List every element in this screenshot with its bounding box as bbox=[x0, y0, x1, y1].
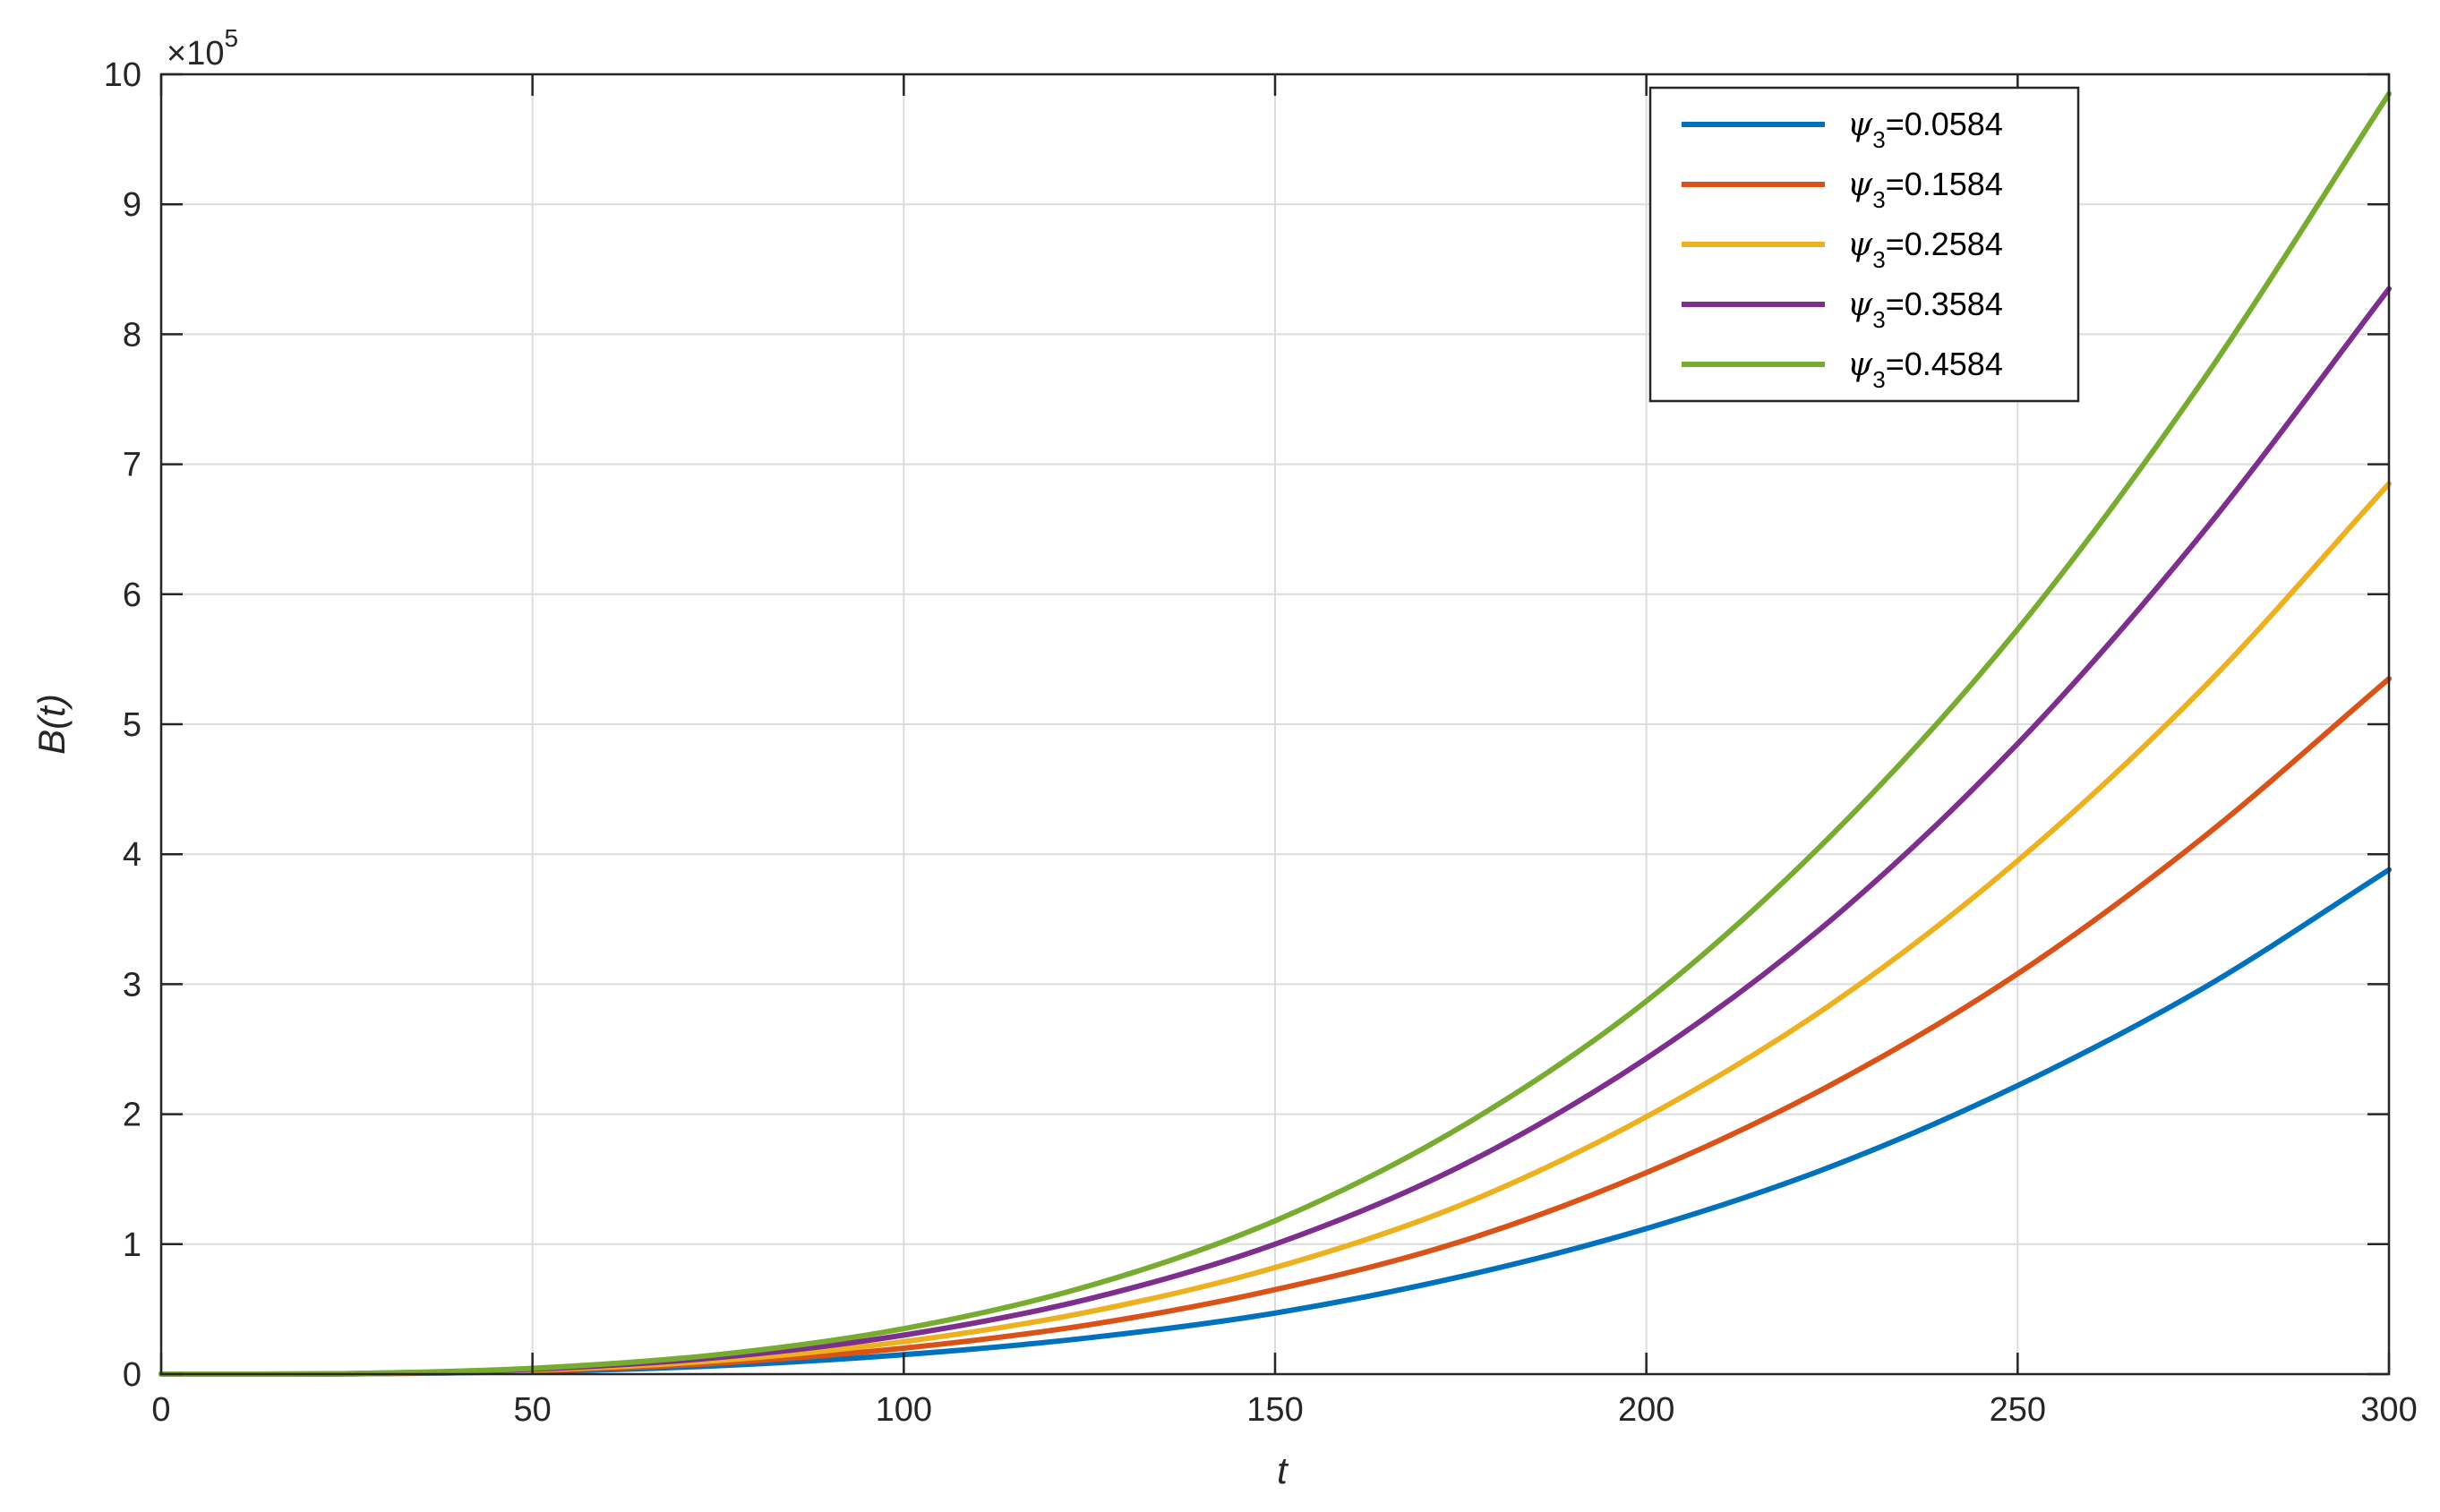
legend-subscript: 3 bbox=[1872, 126, 1885, 153]
legend-subscript: 3 bbox=[1872, 306, 1885, 333]
y-tick-label: 4 bbox=[123, 836, 141, 874]
legend-symbol: ψ bbox=[1847, 346, 1873, 383]
y-tick-label: 3 bbox=[123, 966, 141, 1004]
legend-item-1: ψ3=0.0584 bbox=[1682, 106, 2003, 153]
legend-value: =0.0584 bbox=[1886, 106, 2003, 142]
y-tick-label: 0 bbox=[123, 1356, 141, 1394]
x-tick-label: 300 bbox=[2360, 1391, 2417, 1429]
y-tick-labels: 0 1 2 3 4 5 6 7 8 9 10 bbox=[104, 56, 141, 1394]
legend-symbol: ψ bbox=[1847, 107, 1873, 143]
series-line-5 bbox=[158, 90, 2392, 1378]
legend-subscript: 3 bbox=[1872, 186, 1885, 213]
x-tick-label: 100 bbox=[876, 1391, 932, 1429]
x-tick-label: 50 bbox=[514, 1391, 552, 1429]
legend-item-5: ψ3=0.4584 bbox=[1682, 346, 2003, 393]
legend-subscript: 3 bbox=[1872, 246, 1885, 273]
legend-label: ψ3=0.3584 bbox=[1847, 286, 2003, 333]
x-tick-label: 200 bbox=[1618, 1391, 1674, 1429]
y-tick-label: 8 bbox=[123, 316, 141, 354]
legend-label: ψ3=0.2584 bbox=[1847, 226, 2003, 273]
x-tick-label: 0 bbox=[151, 1391, 170, 1429]
x-axis-title: t bbox=[1277, 1449, 1289, 1491]
legend: ψ3=0.0584ψ3=0.1584ψ3=0.2584ψ3=0.3584ψ3=0… bbox=[1648, 86, 2080, 403]
y-axis-multiplier: ×105 bbox=[167, 24, 238, 73]
legend-symbol: ψ bbox=[1847, 286, 1873, 323]
x-tick-label: 250 bbox=[1990, 1391, 2046, 1429]
x-tick-labels: 0 50 100 150 200 250 300 bbox=[151, 1391, 2417, 1429]
legend-label: ψ3=0.0584 bbox=[1847, 106, 2003, 153]
y-multiplier-base: ×10 bbox=[167, 35, 224, 73]
y-tick-label: 2 bbox=[123, 1097, 141, 1134]
legend-value: =0.1584 bbox=[1886, 166, 2003, 202]
x-tick-label: 150 bbox=[1246, 1391, 1303, 1429]
legend-value: =0.3584 bbox=[1886, 286, 2003, 322]
legend-symbol: ψ bbox=[1847, 226, 1873, 263]
y-tick-label: 9 bbox=[123, 186, 141, 224]
y-tick-label: 6 bbox=[123, 577, 141, 614]
legend-label: ψ3=0.1584 bbox=[1847, 166, 2003, 213]
y-multiplier-exponent: 5 bbox=[224, 24, 238, 52]
legend-symbol: ψ bbox=[1847, 167, 1873, 203]
legend-item-4: ψ3=0.3584 bbox=[1682, 286, 2003, 333]
legend-label: ψ3=0.4584 bbox=[1847, 346, 2003, 393]
y-tick-label: 7 bbox=[123, 447, 141, 484]
y-tick-label: 5 bbox=[123, 706, 141, 744]
legend-item-3: ψ3=0.2584 bbox=[1682, 226, 2003, 273]
y-tick-label: 10 bbox=[104, 56, 141, 94]
y-tick-label: 1 bbox=[123, 1226, 141, 1264]
legend-value: =0.2584 bbox=[1886, 226, 2003, 262]
legend-item-2: ψ3=0.1584 bbox=[1682, 166, 2003, 213]
tick-marks bbox=[159, 73, 2391, 1376]
legend-subscript: 3 bbox=[1872, 366, 1885, 393]
y-axis-title: B(t) bbox=[30, 694, 73, 755]
legend-value: =0.4584 bbox=[1886, 346, 2003, 382]
